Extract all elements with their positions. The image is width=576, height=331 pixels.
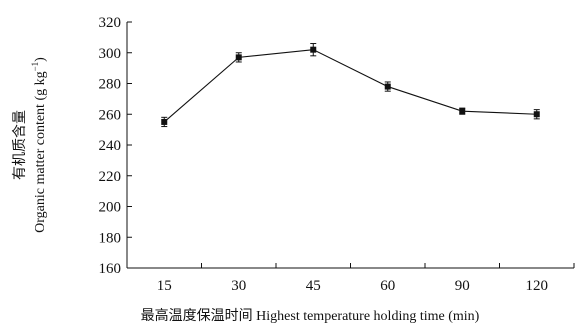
data-point (459, 108, 466, 115)
y-ticks: 160 180 200 220 240 260 280 300 320 (99, 15, 132, 277)
y-tick-label: 180 (99, 230, 122, 246)
x-tick-label: 90 (455, 278, 470, 294)
data-point (161, 118, 168, 125)
x-axis-label: 最高温度保温时间 Highest temperature holding tim… (141, 307, 480, 324)
data-point (533, 111, 540, 118)
y-axis-label-close: ) (33, 57, 48, 62)
y-tick-label: 200 (99, 200, 122, 216)
y-axis-label-superscript: −1 (30, 62, 40, 72)
y-tick-label: 220 (99, 169, 122, 185)
data-point (310, 46, 317, 53)
series-line (163, 49, 537, 123)
y-tick-label: 240 (99, 138, 122, 154)
x-tick-label: 30 (231, 278, 246, 294)
x-tick-label: 15 (157, 278, 172, 294)
y-tick-label: 280 (99, 77, 122, 93)
data-point (235, 54, 242, 61)
y-tick-label: 260 (99, 107, 122, 123)
y-axis-label: 有机质含量 Organic matter content (g kg−1) (12, 57, 48, 233)
y-tick-label: 300 (99, 46, 122, 62)
y-axis-label-chinese: 有机质含量 (12, 110, 28, 180)
x-ticks: 15 30 45 60 90 120 (157, 263, 575, 294)
axes (126, 22, 574, 269)
x-tick-label: 120 (526, 278, 549, 294)
data-point (384, 83, 391, 90)
y-axis-label-main: Organic matter content (g kg (33, 71, 48, 232)
x-tick-label: 45 (306, 278, 321, 294)
y-tick-label: 160 (99, 261, 122, 277)
y-tick-label: 320 (99, 15, 122, 31)
x-tick-label: 60 (380, 278, 395, 294)
y-axis-label-english: Organic matter content (g kg−1) (30, 57, 48, 233)
plot-area (161, 43, 540, 128)
